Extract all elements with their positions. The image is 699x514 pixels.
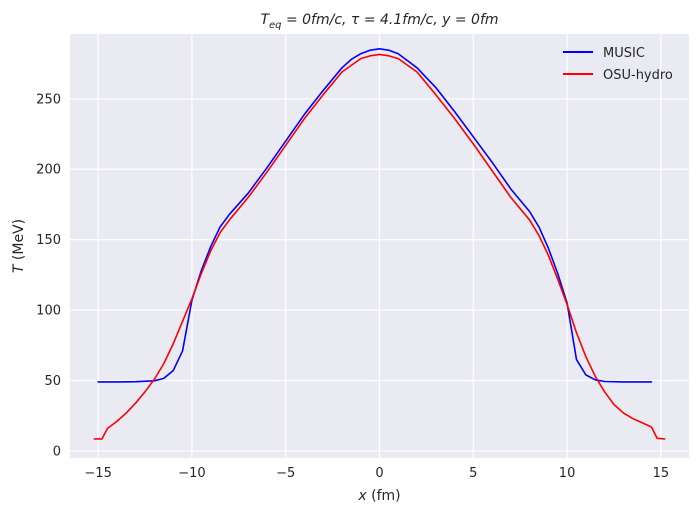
legend-label-osu-hydro: OSU-hydro: [603, 68, 673, 83]
x-tick-label: −15: [84, 466, 111, 481]
y-tick-label: 250: [36, 92, 61, 107]
x-tick-label: −5: [276, 466, 295, 481]
y-tick-label: 0: [53, 444, 61, 459]
x-tick-label: 10: [559, 466, 576, 481]
y-tick-label: 150: [36, 233, 61, 248]
legend-label-music: MUSIC: [603, 46, 645, 61]
x-tick-label: 15: [653, 466, 670, 481]
y-tick-label: 200: [36, 163, 61, 178]
x-tick-label: 0: [375, 466, 383, 481]
y-tick-label: 100: [36, 304, 61, 319]
y-tick-label: 50: [44, 374, 61, 389]
title-math-sub: eq: [269, 20, 282, 31]
y-axis-unit: (MeV): [11, 219, 27, 265]
x-tick-label: 5: [469, 466, 477, 481]
y-axis-label: T (MeV): [11, 219, 27, 273]
x-axis-unit: (fm): [367, 488, 401, 504]
x-axis-label: x (fm): [357, 488, 400, 504]
title-rest: = 0fm/c, τ = 4.1fm/c, y = 0fm: [282, 12, 499, 28]
x-tick-label: −10: [178, 466, 205, 481]
